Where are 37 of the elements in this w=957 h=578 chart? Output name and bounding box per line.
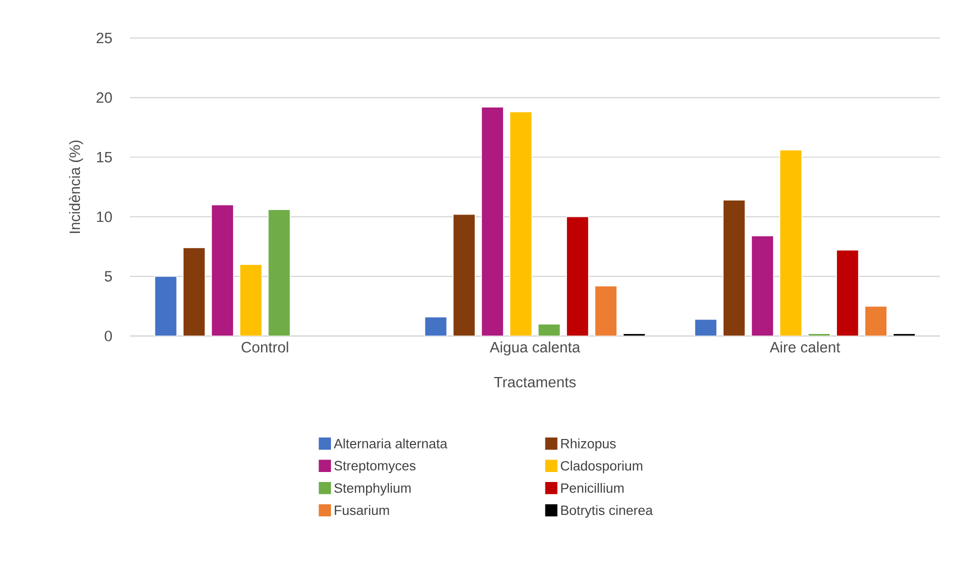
y-tick-label: 5 — [104, 271, 112, 282]
x-tick-label: Aire calent — [770, 342, 840, 352]
y-tick-label: 20 — [96, 92, 112, 103]
x-tick-label: Control — [242, 342, 288, 352]
legend-label: Fusarium — [334, 505, 389, 516]
y-axis-title: Incidència (%) — [68, 140, 84, 233]
bar — [509, 111, 532, 336]
bar — [751, 235, 774, 336]
bar — [154, 276, 178, 336]
y-tick-label: 0 — [104, 330, 112, 342]
bar — [779, 150, 802, 336]
bar — [566, 216, 589, 336]
bar — [424, 316, 448, 336]
x-axis-title: Tractaments — [494, 376, 576, 388]
legend-label: Stemphylium — [334, 482, 411, 496]
y-tick-label: 15 — [97, 152, 112, 162]
legend-label: Rhizopus — [561, 438, 616, 452]
bar — [268, 209, 291, 336]
bar — [864, 306, 888, 336]
legend-label: Streptomyces — [334, 460, 416, 474]
x-tick-label: Aigua calenta — [490, 342, 580, 356]
bar — [211, 204, 234, 336]
bar — [481, 106, 504, 336]
y-tick-label: 10 — [97, 211, 112, 222]
bar — [239, 264, 262, 336]
bar — [452, 214, 476, 336]
bar — [836, 250, 859, 336]
legend-label: Penicillium — [561, 482, 624, 493]
y-tick-label: 25 — [96, 32, 112, 44]
legend-label: Botrytis cinerea — [561, 505, 653, 518]
legend-label: Cladosporium — [560, 460, 642, 474]
bar — [594, 286, 618, 336]
legend-label: Alternaria alternata — [334, 438, 448, 448]
bar — [694, 318, 718, 336]
bar — [538, 324, 560, 336]
bar — [722, 200, 746, 336]
bar — [182, 247, 206, 336]
